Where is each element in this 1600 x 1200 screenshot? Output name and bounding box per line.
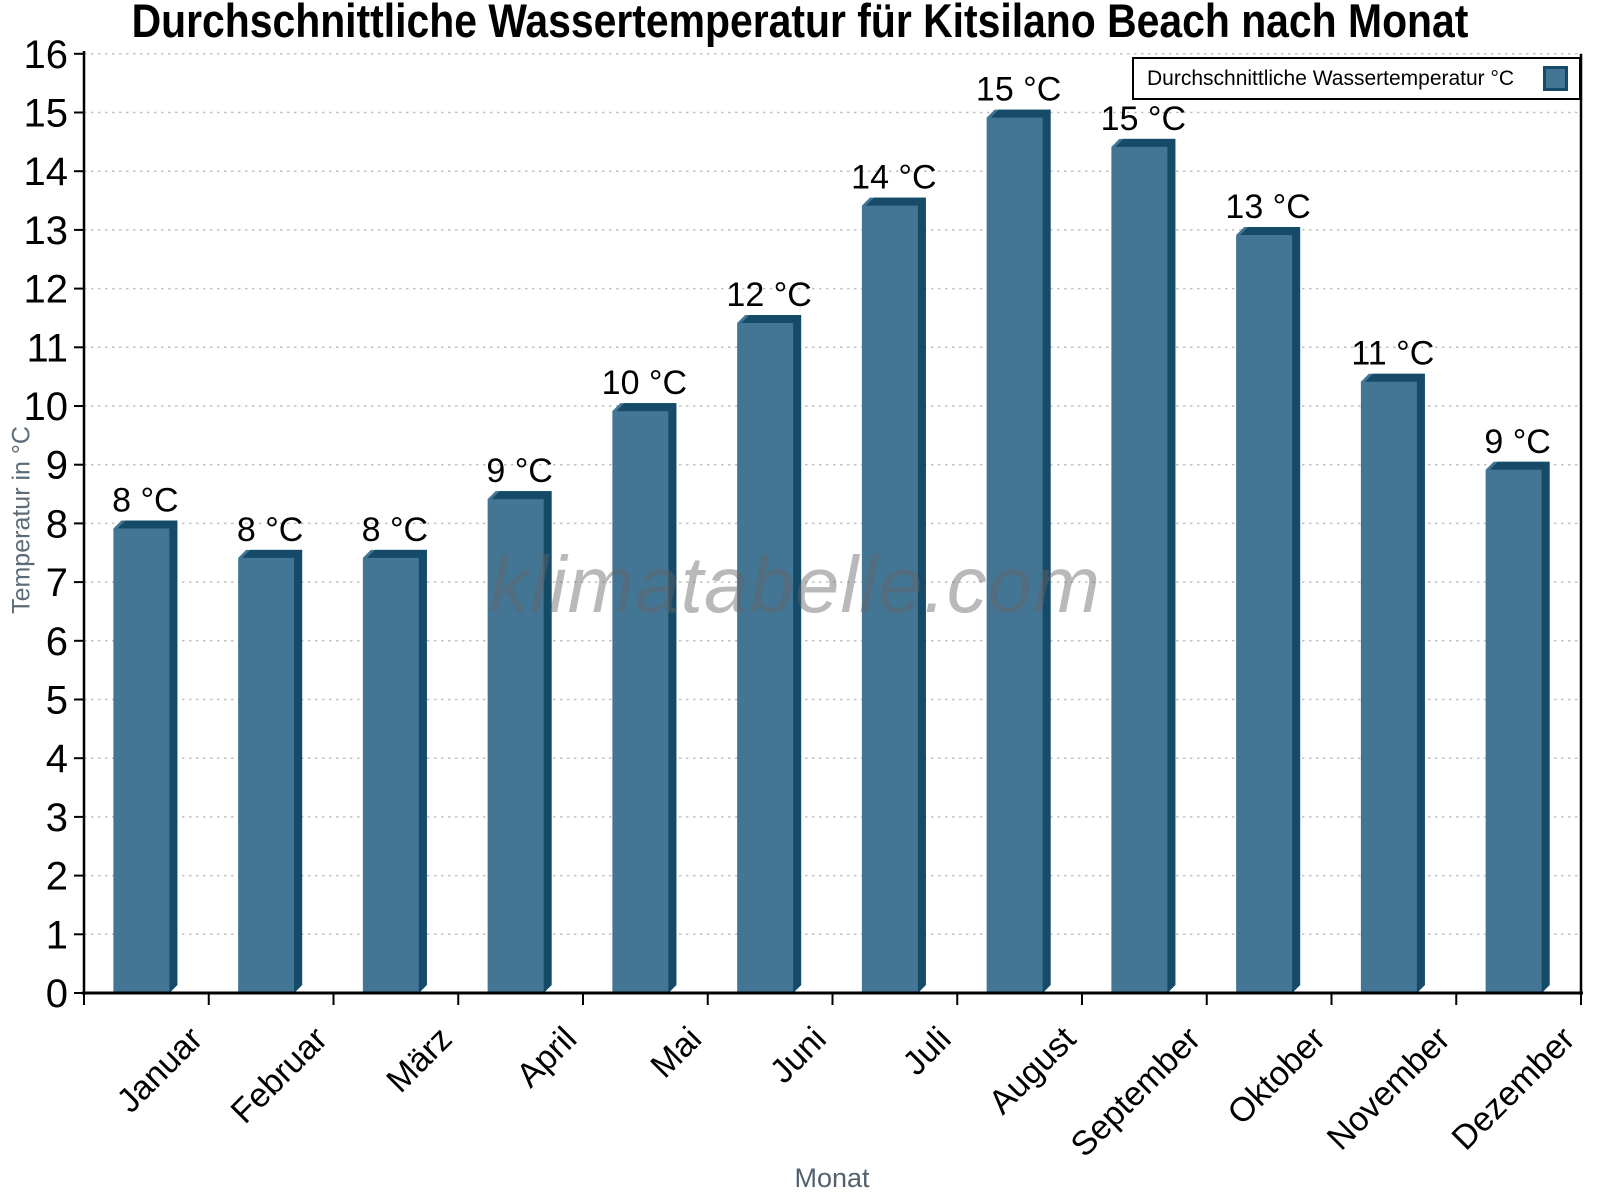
y-tick-label: 13 bbox=[24, 209, 69, 253]
bar-3d-edge bbox=[865, 197, 926, 994]
y-tick-label: 3 bbox=[46, 796, 68, 840]
x-tick-label: Mai bbox=[643, 1020, 709, 1086]
bar-value-label: 9 °C bbox=[486, 452, 553, 490]
x-tick-label: Januar bbox=[110, 1020, 210, 1120]
chart-title: Durchschnittliche Wassertemperatur für K… bbox=[131, 0, 1469, 47]
y-tick-label: 12 bbox=[24, 268, 69, 312]
y-tick-label: 8 bbox=[46, 502, 68, 546]
y-tick-label: 2 bbox=[46, 855, 68, 899]
bar-3d-edge bbox=[1240, 226, 1301, 994]
bar-juni bbox=[737, 315, 802, 993]
y-tick-label: 4 bbox=[46, 737, 68, 781]
bar-value-label: 11 °C bbox=[1351, 335, 1434, 373]
y-tick-label: 16 bbox=[24, 33, 69, 77]
y-tick-label: 14 bbox=[24, 150, 69, 194]
bar-dezember bbox=[1485, 461, 1550, 993]
bar-februar bbox=[238, 549, 303, 993]
y-tick-label: 15 bbox=[24, 92, 69, 136]
bar-3d-edge bbox=[117, 520, 178, 993]
bar-3d-edge bbox=[491, 491, 552, 993]
x-tick-label: März bbox=[379, 1020, 459, 1100]
bar-3d-edge bbox=[1364, 373, 1425, 994]
y-tick-label: 10 bbox=[24, 385, 69, 429]
x-tick-label: August bbox=[982, 1019, 1084, 1121]
bar-3d-edge bbox=[1115, 138, 1176, 994]
y-tick-label: 0 bbox=[46, 972, 68, 1016]
bar-3d-edge bbox=[616, 403, 677, 993]
bar-3d-edge bbox=[990, 109, 1051, 993]
y-tick-label: 7 bbox=[46, 561, 68, 605]
legend-label: Durchschnittliche Wassertemperatur °C bbox=[1147, 66, 1515, 90]
bar-3d-edge bbox=[741, 315, 802, 993]
y-tick-label: 5 bbox=[46, 679, 68, 723]
bar-3d-edge bbox=[242, 549, 303, 993]
y-tick-label: 1 bbox=[46, 913, 68, 957]
x-tick-label: September bbox=[1064, 1020, 1208, 1164]
bar-value-label: 10 °C bbox=[602, 364, 687, 402]
bar-value-label: 8 °C bbox=[112, 481, 179, 519]
x-axis-title: Monat bbox=[794, 1163, 870, 1193]
y-axis-title: Temperatur in °C bbox=[7, 426, 36, 614]
y-tick-label: 9 bbox=[46, 444, 68, 488]
bar-3d-edge bbox=[1489, 461, 1550, 993]
x-tick-label: Juli bbox=[896, 1020, 959, 1083]
bar-märz bbox=[362, 549, 427, 993]
x-tick-label: Februar bbox=[224, 1020, 335, 1131]
bar-august bbox=[986, 109, 1051, 993]
x-tick-label: Juni bbox=[763, 1020, 834, 1091]
y-tick-label: 11 bbox=[26, 326, 68, 370]
bar-mai bbox=[612, 403, 677, 993]
bar-value-label: 15 °C bbox=[1101, 100, 1186, 138]
bar-juli bbox=[861, 197, 926, 994]
y-tick-label: 6 bbox=[46, 620, 68, 664]
bar-november bbox=[1360, 373, 1425, 994]
bar-value-label: 15 °C bbox=[976, 71, 1061, 109]
bar-april bbox=[487, 491, 552, 993]
bar-value-label: 9 °C bbox=[1484, 423, 1551, 461]
bar-value-label: 8 °C bbox=[362, 511, 429, 549]
x-tick-label: Oktober bbox=[1220, 1020, 1332, 1132]
bar-3d-edge bbox=[366, 549, 427, 993]
x-tick-label: November bbox=[1320, 1020, 1458, 1158]
bar-value-label: 14 °C bbox=[851, 159, 936, 197]
x-tick-label: April bbox=[509, 1020, 584, 1095]
x-tick-label: Dezember bbox=[1445, 1020, 1583, 1158]
legend-swatch-icon bbox=[1543, 66, 1568, 91]
legend: Durchschnittliche Wassertemperatur °C bbox=[1132, 57, 1581, 100]
bar-oktober bbox=[1236, 226, 1301, 994]
bar-value-label: 8 °C bbox=[237, 511, 304, 549]
bar-value-label: 12 °C bbox=[726, 276, 811, 314]
bar-september bbox=[1111, 138, 1176, 994]
bar-value-label: 13 °C bbox=[1225, 188, 1310, 226]
bar-januar bbox=[113, 520, 178, 993]
